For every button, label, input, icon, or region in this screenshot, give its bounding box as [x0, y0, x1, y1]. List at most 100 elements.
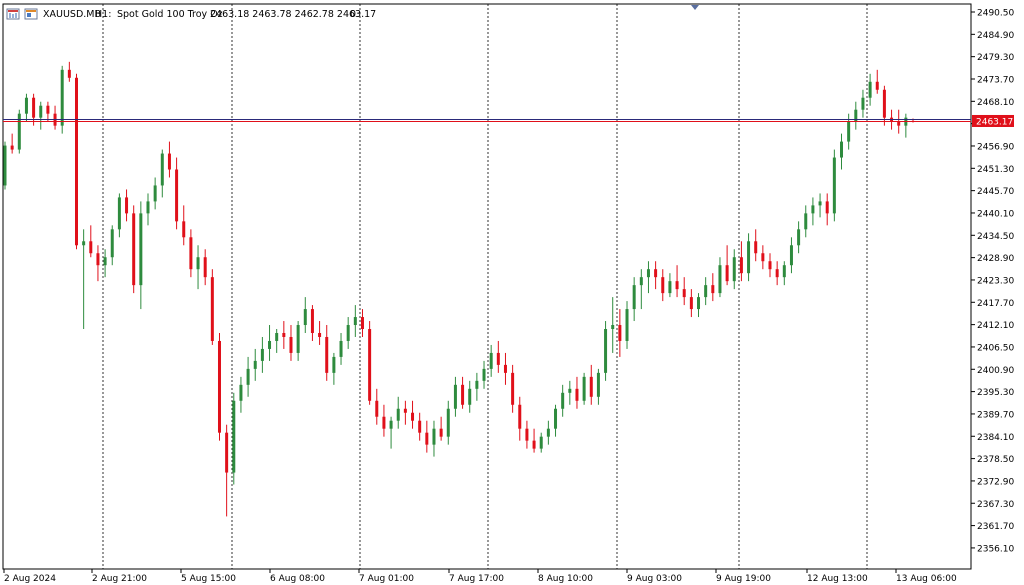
candle: [382, 404, 386, 437]
y-tick-label: 2434.50: [977, 232, 1014, 242]
candle: [268, 325, 272, 361]
candle: [818, 193, 822, 218]
candle: [189, 229, 193, 278]
candle: [60, 65, 64, 134]
candle: [532, 428, 536, 453]
candle: [811, 197, 815, 226]
candle: [575, 376, 579, 409]
candle: [110, 225, 114, 266]
candle: [3, 141, 7, 190]
candle: [175, 157, 179, 230]
candle: [396, 396, 400, 429]
y-tick-label: 2378.50: [977, 455, 1014, 465]
y-tick-label: 2468.10: [977, 98, 1014, 108]
candle: [325, 325, 329, 381]
candle: [82, 229, 86, 330]
candle: [332, 352, 336, 385]
candle: [618, 309, 622, 357]
y-tick-label: 2417.70: [977, 299, 1014, 309]
current-price-lines: [3, 118, 971, 122]
candle: [246, 356, 250, 397]
header-symbol: XAUUSD.MB: [43, 9, 101, 20]
candle: [203, 249, 207, 286]
candle: [239, 376, 243, 413]
header-timeframe: H1:: [95, 9, 111, 20]
x-tick-label: 8 Aug 10:00: [538, 574, 593, 584]
candle: [582, 372, 586, 405]
x-tick-label: 12 Aug 13:00: [807, 574, 868, 584]
x-tick-label: 7 Aug 01:00: [359, 574, 414, 584]
x-tick-label: 5 Aug 15:00: [181, 574, 236, 584]
candle: [453, 376, 457, 417]
time-axis[interactable]: 2 Aug 2024 2 Aug 21:00 5 Aug 15:00 6 Aug 08…: [3, 569, 957, 584]
candle: [725, 245, 729, 286]
candle: [489, 344, 493, 377]
candle: [503, 352, 507, 385]
candle: [160, 149, 164, 198]
y-tick-label: 2400.90: [977, 366, 1014, 376]
candle: [253, 348, 257, 381]
window-icon: [24, 8, 38, 20]
candle: [768, 253, 772, 278]
y-tick-label: 2451.30: [977, 165, 1014, 175]
candle: [654, 261, 658, 290]
y-tick-label: 2479.30: [977, 53, 1014, 63]
candle: [554, 404, 558, 437]
candle: [511, 364, 515, 413]
candle: [611, 297, 615, 353]
candle: [225, 424, 229, 517]
candle: [10, 133, 14, 154]
x-tick-label: 13 Aug 06:00: [896, 574, 957, 584]
x-tick-label: 2 Aug 2024: [4, 574, 56, 584]
candle: [861, 89, 865, 118]
current-price-tag: 2463.17: [972, 114, 1014, 127]
y-tick-label: 2395.30: [977, 388, 1014, 398]
candle: [260, 336, 264, 373]
plot-area[interactable]: [2, 3, 972, 570]
y-tick-label: 2456.90: [977, 142, 1014, 152]
candle: [232, 392, 236, 485]
y-tick-label: 2445.70: [977, 187, 1014, 197]
candle: [646, 261, 650, 294]
current-price-label: 2463.17: [976, 117, 1013, 127]
candle: [46, 101, 50, 122]
header-description: Spot Gold 100 Troy Oz: [117, 9, 223, 20]
scroll-marker-icon[interactable]: [691, 5, 699, 10]
candle: [639, 269, 643, 310]
candle: [411, 400, 415, 429]
candle: [210, 269, 214, 345]
price-axis[interactable]: 2490.502484.902479.302473.702468.102462.…: [971, 9, 1014, 555]
candle: [661, 269, 665, 302]
chart-header: XAUUSD.MB H1: Spot Gold 100 Troy Oz 2463…: [6, 8, 376, 20]
candle: [303, 297, 307, 333]
y-tick-label: 2406.50: [977, 343, 1014, 353]
x-tick-label: 9 Aug 03:00: [627, 574, 682, 584]
candle: [346, 317, 350, 349]
candle: [418, 412, 422, 441]
header-extra: 0: [350, 9, 356, 20]
candle: [182, 205, 186, 246]
candle: [475, 372, 479, 401]
candle: [832, 149, 836, 222]
y-tick-label: 2412.10: [977, 321, 1014, 331]
candle: [854, 101, 858, 130]
candle: [360, 309, 364, 337]
candle: [668, 273, 672, 298]
candle: [518, 396, 522, 441]
candle: [732, 249, 736, 290]
candle: [74, 73, 78, 250]
x-tick-label: 6 Aug 08:00: [270, 574, 325, 584]
candle: [589, 364, 593, 405]
candle: [632, 277, 636, 322]
y-tick-label: 2490.50: [977, 9, 1014, 19]
y-tick-label: 2372.90: [977, 477, 1014, 487]
y-tick-label: 2473.70: [977, 75, 1014, 85]
y-tick-label: 2423.30: [977, 276, 1014, 286]
candle: [89, 225, 93, 258]
candle: [739, 241, 743, 282]
candle: [782, 261, 786, 286]
y-tick-label: 2367.30: [977, 500, 1014, 510]
candle: [96, 245, 100, 282]
candle: [539, 432, 543, 453]
